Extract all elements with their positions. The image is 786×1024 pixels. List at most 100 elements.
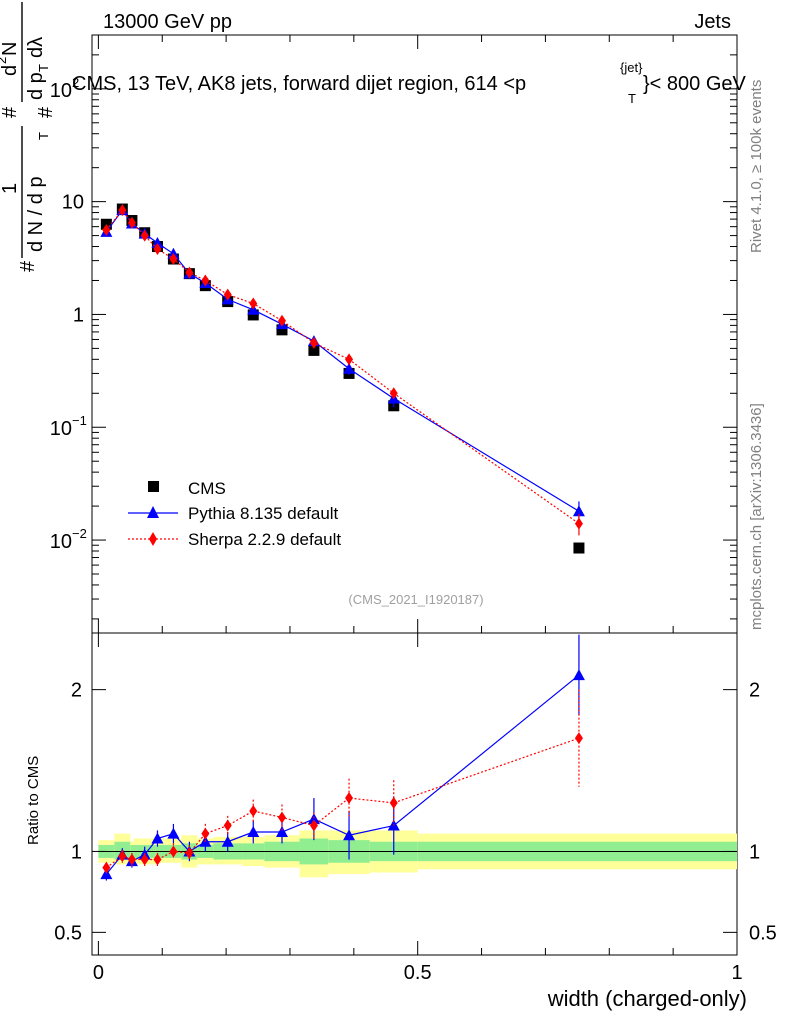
ratio-y-tick-label-right: 2 bbox=[749, 680, 760, 702]
ratio-line-1 bbox=[106, 737, 580, 869]
main-y-tick-label: 1 bbox=[73, 304, 84, 326]
header-right: Jets bbox=[694, 11, 731, 33]
main-y-tick-label: 10 bbox=[50, 418, 72, 440]
header-left: 13000 GeV pp bbox=[103, 11, 232, 33]
ylabel-right-num-tail: N bbox=[0, 42, 21, 56]
ratio-y-tick-label-right: 1 bbox=[749, 841, 760, 863]
main-point-diamond bbox=[389, 387, 398, 400]
main-point-diamond bbox=[153, 243, 162, 256]
ylabel-hash-left: # bbox=[17, 260, 39, 272]
legend-marker-sherpa bbox=[149, 532, 157, 546]
main-point-square bbox=[308, 344, 320, 356]
main-y-tick-exponent: −1 bbox=[72, 413, 87, 428]
main-point-diamond bbox=[140, 229, 149, 242]
main-point-diamond bbox=[345, 353, 354, 366]
legend: CMS Pythia 8.135 default Sherpa 2.2.9 de… bbox=[128, 479, 341, 549]
legend-marker-pythia bbox=[147, 506, 159, 518]
ratio-point-diamond bbox=[153, 853, 162, 866]
ratio-point-diamond bbox=[309, 819, 318, 832]
ratio-y-tick-label: 0.5 bbox=[54, 922, 82, 944]
main-point-diamond bbox=[223, 288, 232, 301]
main-y-tick-label: 10 bbox=[50, 80, 72, 102]
legend-label-pythia: Pythia 8.135 default bbox=[188, 504, 339, 523]
main-y-tick-exponent: −2 bbox=[72, 526, 87, 541]
ylabel-hash-mid2: # bbox=[35, 106, 57, 118]
ratio-y-tick-label: 1 bbox=[71, 841, 82, 863]
title-sub: T bbox=[628, 91, 636, 106]
ylabel-frac-num: 1 bbox=[0, 183, 21, 194]
analysis-watermark: (CMS_2021_I1920187) bbox=[348, 592, 483, 607]
x-tick-label: 1 bbox=[731, 962, 742, 984]
ratio-point-diamond bbox=[201, 827, 210, 840]
title-main: CMS, 13 TeV, AK8 jets, forward dijet reg… bbox=[72, 73, 526, 95]
main-point-square bbox=[573, 542, 585, 554]
main-point-diamond bbox=[169, 253, 178, 266]
ratio-point-diamond bbox=[102, 861, 111, 874]
main-point-diamond bbox=[127, 216, 136, 229]
ratio-plot-frame bbox=[91, 632, 738, 956]
ratio-point-diamond bbox=[389, 796, 398, 809]
x-tick-label: 0 bbox=[93, 962, 104, 984]
x-tick-label: 0.5 bbox=[404, 962, 432, 984]
ratio-point-diamond bbox=[249, 804, 258, 817]
legend-marker-cms bbox=[148, 481, 159, 492]
main-point-triangle bbox=[343, 362, 356, 374]
y-axis-label: # 1 d N / d p T # # d 2 N d p T dλ bbox=[0, 2, 57, 272]
ratio-point-diamond bbox=[345, 792, 354, 805]
main-point-triangle bbox=[572, 505, 585, 517]
main-point-square bbox=[276, 324, 288, 336]
main-point-diamond bbox=[249, 297, 258, 310]
main-y-tick-label: 10 bbox=[62, 192, 84, 214]
ratio-point-diamond bbox=[277, 811, 286, 824]
ratio-y-tick-label: 2 bbox=[71, 680, 82, 702]
title-tail: }< 800 GeV bbox=[643, 73, 747, 95]
ratio-y-axis-label: Ratio to CMS bbox=[25, 756, 42, 845]
ratio-point-triangle bbox=[275, 826, 288, 838]
ratio-point-diamond bbox=[185, 847, 194, 860]
ylabel-right-den: d p bbox=[25, 72, 47, 100]
chart-title: CMS, 13 TeV, AK8 jets, forward dijet reg… bbox=[72, 60, 747, 106]
main-point-square bbox=[247, 309, 259, 321]
legend-label-cms: CMS bbox=[188, 479, 226, 498]
ratio-uncertainty-bands bbox=[98, 830, 737, 878]
ratio-point-triangle bbox=[221, 835, 234, 847]
main-point-diamond bbox=[309, 336, 318, 349]
ylabel-right-den-sub: T bbox=[36, 64, 51, 72]
ylabel-hash-mid: # bbox=[0, 106, 21, 118]
main-point-diamond bbox=[574, 517, 583, 530]
legend-label-sherpa: Sherpa 2.2.9 default bbox=[188, 530, 341, 549]
mcplots-label: mcplots.cern.ch [arXiv:1306.3436] bbox=[748, 403, 765, 630]
ratio-point-diamond bbox=[574, 732, 583, 745]
ylabel-frac-den-sub: T bbox=[36, 132, 51, 140]
ratio-point-triangle bbox=[247, 826, 260, 838]
ratio-series-group bbox=[100, 634, 585, 881]
ratio-point-triangle bbox=[343, 829, 356, 841]
ratio-point-diamond bbox=[140, 853, 149, 866]
main-point-diamond bbox=[201, 274, 210, 287]
main-y-tick-exponent: 2 bbox=[72, 75, 79, 90]
ratio-point-triangle bbox=[572, 669, 585, 681]
main-series-group bbox=[100, 203, 585, 554]
ratio-point-diamond bbox=[169, 845, 178, 858]
ratio-point-diamond bbox=[118, 850, 127, 863]
main-y-tick-label: 10 bbox=[50, 531, 72, 553]
ratio-y-tick-label-right: 0.5 bbox=[749, 922, 777, 944]
ratio-axis-ticks: 0.5 0.5 1 1 2 2 0 0.5 1 bbox=[54, 633, 777, 984]
title-sup: {jet} bbox=[620, 60, 643, 75]
x-axis-label: width (charged-only) bbox=[547, 986, 747, 1011]
ylabel-frac-den: d N / d p bbox=[25, 176, 47, 252]
main-point-diamond bbox=[277, 314, 286, 327]
ratio-point-triangle bbox=[151, 832, 164, 844]
ratio-point-triangle bbox=[167, 827, 180, 839]
ylabel-right-den-tail: dλ bbox=[25, 37, 47, 58]
ylabel-right-num: d bbox=[0, 65, 21, 76]
main-point-diamond bbox=[185, 266, 194, 279]
ylabel-right-num-sup: 2 bbox=[0, 57, 9, 64]
ratio-point-diamond bbox=[127, 853, 136, 866]
rivet-label: Rivet 4.1.0, ≥ 100k events bbox=[748, 80, 765, 253]
ratio-point-diamond bbox=[223, 819, 232, 832]
main-point-diamond bbox=[118, 204, 127, 217]
main-point-diamond bbox=[102, 224, 111, 237]
